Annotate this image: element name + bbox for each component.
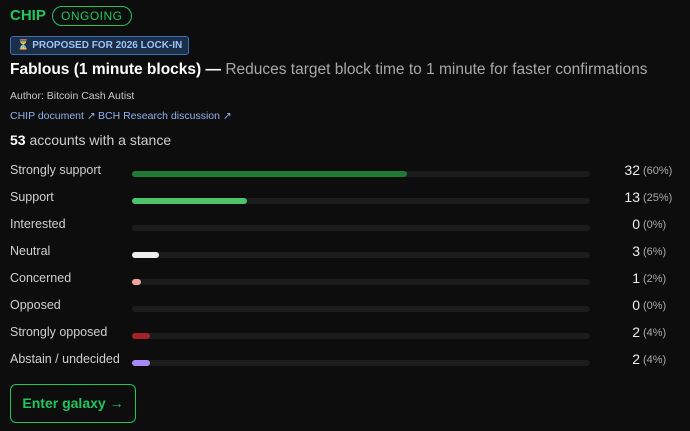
bar-track (132, 225, 590, 231)
link[interactable]: CHIP document ↗ (10, 110, 96, 122)
bar (132, 171, 407, 177)
link[interactable]: BCH Research discussion ↗ (98, 110, 232, 122)
count: 2 (632, 351, 640, 367)
bar-track (132, 360, 590, 366)
percent: (4%) (643, 354, 667, 366)
percent: (0%) (643, 300, 667, 312)
summary-text: accounts with a stance (29, 132, 172, 148)
percent: (25%) (643, 192, 673, 204)
bar-track (132, 252, 590, 258)
stance-label: Neutral (10, 244, 51, 258)
stance-label: Concerned (10, 271, 72, 285)
bar-track (132, 333, 590, 339)
bar-track (132, 171, 590, 177)
bar (132, 252, 160, 258)
stance-label: Support (10, 190, 54, 204)
count: 1 (632, 270, 640, 286)
summary-count: 53 (10, 132, 26, 148)
bar (132, 333, 151, 339)
percent: (60%) (643, 165, 673, 177)
count: 0 (632, 216, 640, 232)
bar (132, 279, 142, 285)
summary: 53 accounts with a stance (10, 132, 171, 148)
percent: (0%) (643, 219, 667, 231)
bar-track (132, 279, 590, 285)
bar-track (132, 306, 590, 312)
title: Fablous (1 minute blocks) — Reduces targ… (10, 61, 647, 79)
count: 13 (624, 189, 640, 205)
chip-tag: CHIP (10, 7, 46, 24)
stance-label: Abstain / undecided (10, 352, 120, 366)
enter-button[interactable]: Enter galaxy → (10, 384, 136, 423)
description: Reduces target block time to 1 minute fo… (225, 61, 648, 78)
stance-label: Strongly support (10, 163, 102, 177)
count: 2 (632, 324, 640, 340)
status-pill: ONGOING (52, 6, 132, 26)
author: Author: Bitcoin Cash Autist (10, 90, 135, 102)
count: 32 (624, 162, 640, 178)
percent: (4%) (643, 327, 667, 339)
bar (132, 360, 151, 366)
separator: — (205, 61, 222, 78)
badge: ⏳ PROPOSED FOR 2026 LOCK-IN (10, 36, 190, 55)
bar (132, 198, 247, 204)
count: 3 (632, 243, 640, 259)
stance-label: Opposed (10, 298, 61, 312)
bar-track (132, 198, 590, 204)
percent: (2%) (643, 273, 667, 285)
stance-label: Strongly opposed (10, 325, 108, 339)
proposal-name: Fablous (1 minute blocks) (10, 61, 202, 78)
percent: (6%) (643, 246, 667, 258)
stance-label: Interested (10, 217, 66, 231)
count: 0 (632, 297, 640, 313)
